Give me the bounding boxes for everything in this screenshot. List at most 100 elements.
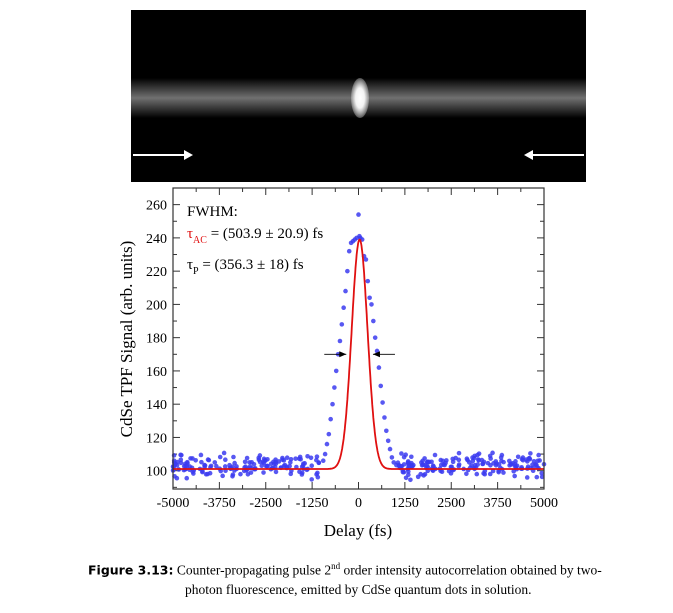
data-point bbox=[456, 457, 462, 463]
data-point bbox=[380, 400, 385, 405]
data-point bbox=[528, 451, 533, 456]
data-point bbox=[202, 463, 208, 468]
data-point bbox=[387, 446, 393, 452]
data-point bbox=[287, 463, 292, 469]
data-point bbox=[475, 452, 480, 458]
data-point bbox=[515, 454, 521, 460]
data-point bbox=[474, 471, 480, 477]
data-point bbox=[314, 457, 319, 463]
data-point bbox=[501, 459, 506, 465]
data-point bbox=[384, 428, 389, 434]
data-point bbox=[339, 322, 345, 327]
data-point bbox=[322, 451, 328, 457]
data-point bbox=[507, 463, 512, 468]
x-tick-label: 0 bbox=[355, 496, 362, 511]
data-point bbox=[438, 462, 444, 468]
data-point bbox=[401, 454, 407, 460]
data-point bbox=[247, 460, 252, 465]
data-point bbox=[524, 475, 530, 480]
data-point bbox=[345, 268, 350, 274]
data-point bbox=[341, 305, 346, 311]
data-point bbox=[238, 471, 243, 477]
data-point bbox=[337, 338, 343, 344]
fwhm-right-arrow-icon bbox=[372, 351, 380, 358]
data-point bbox=[284, 455, 290, 460]
data-point bbox=[456, 450, 462, 456]
data-point bbox=[401, 462, 407, 467]
data-point bbox=[280, 457, 285, 462]
data-point bbox=[410, 463, 415, 469]
data-point bbox=[405, 469, 411, 474]
data-point bbox=[385, 438, 391, 444]
data-point bbox=[372, 335, 378, 340]
data-point bbox=[389, 455, 395, 460]
data-point bbox=[302, 461, 307, 466]
tau-p-symbol: τ bbox=[187, 257, 193, 273]
x-tick-label: -2500 bbox=[249, 496, 282, 511]
data-point bbox=[534, 474, 540, 480]
data-point bbox=[363, 257, 369, 262]
data-point bbox=[482, 471, 488, 477]
data-point bbox=[188, 456, 193, 461]
fluorescence-image bbox=[131, 10, 586, 182]
data-point bbox=[184, 475, 190, 481]
data-point bbox=[256, 455, 262, 461]
data-point bbox=[205, 457, 211, 462]
data-point bbox=[429, 459, 434, 465]
data-point bbox=[198, 452, 204, 458]
data-point bbox=[499, 452, 505, 458]
y-tick-label: 120 bbox=[146, 431, 167, 446]
caption-line2: photon fluorescence, emitted by CdSe qua… bbox=[185, 581, 532, 597]
data-point bbox=[320, 458, 326, 464]
data-point bbox=[395, 460, 401, 465]
data-point bbox=[409, 454, 414, 460]
data-point bbox=[399, 451, 404, 456]
data-point bbox=[199, 459, 204, 465]
data-point bbox=[261, 470, 266, 475]
overlap-spot bbox=[351, 78, 369, 118]
data-point bbox=[299, 470, 305, 476]
data-point bbox=[376, 365, 382, 370]
data-point bbox=[174, 463, 180, 468]
y-tick-labels: 100 120 140 160 180 200 220 240 260 bbox=[146, 199, 167, 480]
data-point bbox=[534, 462, 539, 468]
autocorrelation-chart: -5000 -3750 -2500 -1250 0 1250 2500 3750 5000 10… bbox=[117, 187, 558, 540]
tau-ac-value: = (503.9 ± 20.9) fs bbox=[207, 226, 323, 242]
data-point bbox=[456, 463, 462, 469]
data-point bbox=[493, 459, 499, 464]
y-tick-label: 180 bbox=[146, 332, 167, 347]
data-point bbox=[205, 471, 210, 477]
caption-label: Figure 3.13: bbox=[88, 562, 174, 578]
data-point bbox=[367, 295, 372, 301]
tau-ac-symbol: τ bbox=[187, 226, 193, 242]
data-point bbox=[261, 456, 267, 462]
data-point bbox=[314, 454, 320, 459]
data-point bbox=[308, 455, 314, 461]
data-point bbox=[446, 468, 452, 474]
data-point bbox=[501, 470, 506, 475]
data-point bbox=[193, 457, 198, 463]
tau-p-sub: P bbox=[193, 266, 199, 277]
data-point bbox=[220, 473, 225, 479]
data-point bbox=[470, 455, 475, 460]
y-tick-label: 260 bbox=[146, 199, 167, 214]
data-point bbox=[178, 452, 183, 458]
data-point bbox=[382, 415, 387, 420]
data-point bbox=[330, 401, 335, 407]
fwhm-label: FWHM: bbox=[187, 204, 238, 220]
figure-caption: Figure 3.13: Counter-propagating pulse 2… bbox=[88, 557, 668, 599]
data-point bbox=[184, 463, 190, 469]
data-point bbox=[365, 278, 371, 284]
data-point bbox=[265, 456, 270, 462]
data-point bbox=[251, 461, 257, 467]
data-point bbox=[343, 288, 348, 294]
data-point bbox=[420, 458, 425, 464]
data-point bbox=[406, 472, 411, 477]
data-point bbox=[230, 473, 235, 479]
tau-p-value: = (356.3 ± 18) fs bbox=[199, 257, 304, 273]
data-point bbox=[476, 458, 481, 463]
x-tick-label: 5000 bbox=[530, 496, 558, 511]
data-point bbox=[282, 462, 288, 468]
data-point bbox=[418, 471, 423, 477]
data-point bbox=[222, 464, 228, 469]
